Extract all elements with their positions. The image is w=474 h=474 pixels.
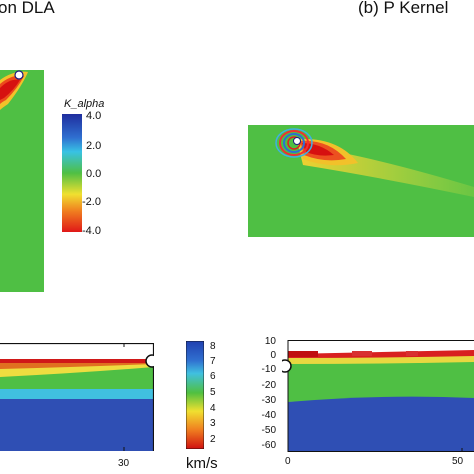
kernel-colorbar <box>62 114 82 232</box>
velocity-colorbar <box>186 341 204 449</box>
velocity-unit-label: km/s <box>186 455 218 472</box>
panel-b-source-marker <box>293 137 301 145</box>
velocity-colorbar-label-5: 5 <box>210 387 216 398</box>
kernel-colorbar-label-3: 0.0 <box>86 168 102 180</box>
right-model-y-tick-m50: -50 <box>261 425 276 436</box>
right-model-y-tick-0: 0 <box>270 350 276 361</box>
kernel-colorbar-title: K_alpha <box>64 98 105 110</box>
kernel-colorbar-label-4: -2.0 <box>82 196 101 208</box>
panel-a-kernel-field <box>0 70 44 292</box>
right-model-y-tick-m10: -10 <box>261 364 276 375</box>
right-model-y-tick-m30: -30 <box>261 395 276 406</box>
right-model-y-tick-m20: -20 <box>261 380 276 391</box>
left-velocity-model <box>0 343 154 451</box>
velocity-colorbar-label-7: 7 <box>210 356 216 367</box>
right-model-y-tick-m60: -60 <box>261 440 276 451</box>
velocity-colorbar-label-4: 4 <box>210 403 216 414</box>
kernel-colorbar-label-2: 2.0 <box>86 140 102 152</box>
right-model-x-tick-50: 50 <box>452 456 464 467</box>
velocity-colorbar-label-6: 6 <box>210 371 216 382</box>
velocity-colorbar-label-3: 3 <box>210 418 216 429</box>
kernel-colorbar-label-1: 4.0 <box>86 110 102 122</box>
right-model-x-tick-0: 0 <box>285 456 291 467</box>
left-model-x-tick: 30 <box>118 458 130 469</box>
panel-a-source-marker <box>14 70 24 80</box>
right-model-y-tick-m40: -40 <box>261 410 276 421</box>
right-velocity-model <box>282 340 474 452</box>
velocity-colorbar-label-8: 8 <box>210 341 216 352</box>
right-model-y-tick-10: 10 <box>264 336 276 347</box>
panel-a-title: on DLA <box>0 0 55 17</box>
left-model-station-marker <box>145 354 154 368</box>
kernel-colorbar-label-5: -4.0 <box>82 225 101 237</box>
velocity-colorbar-label-2: 2 <box>210 434 216 445</box>
panel-b-title: (b) P Kernel <box>358 0 449 17</box>
right-model-station-marker <box>282 359 292 373</box>
panel-b-kernel-field <box>248 125 474 237</box>
